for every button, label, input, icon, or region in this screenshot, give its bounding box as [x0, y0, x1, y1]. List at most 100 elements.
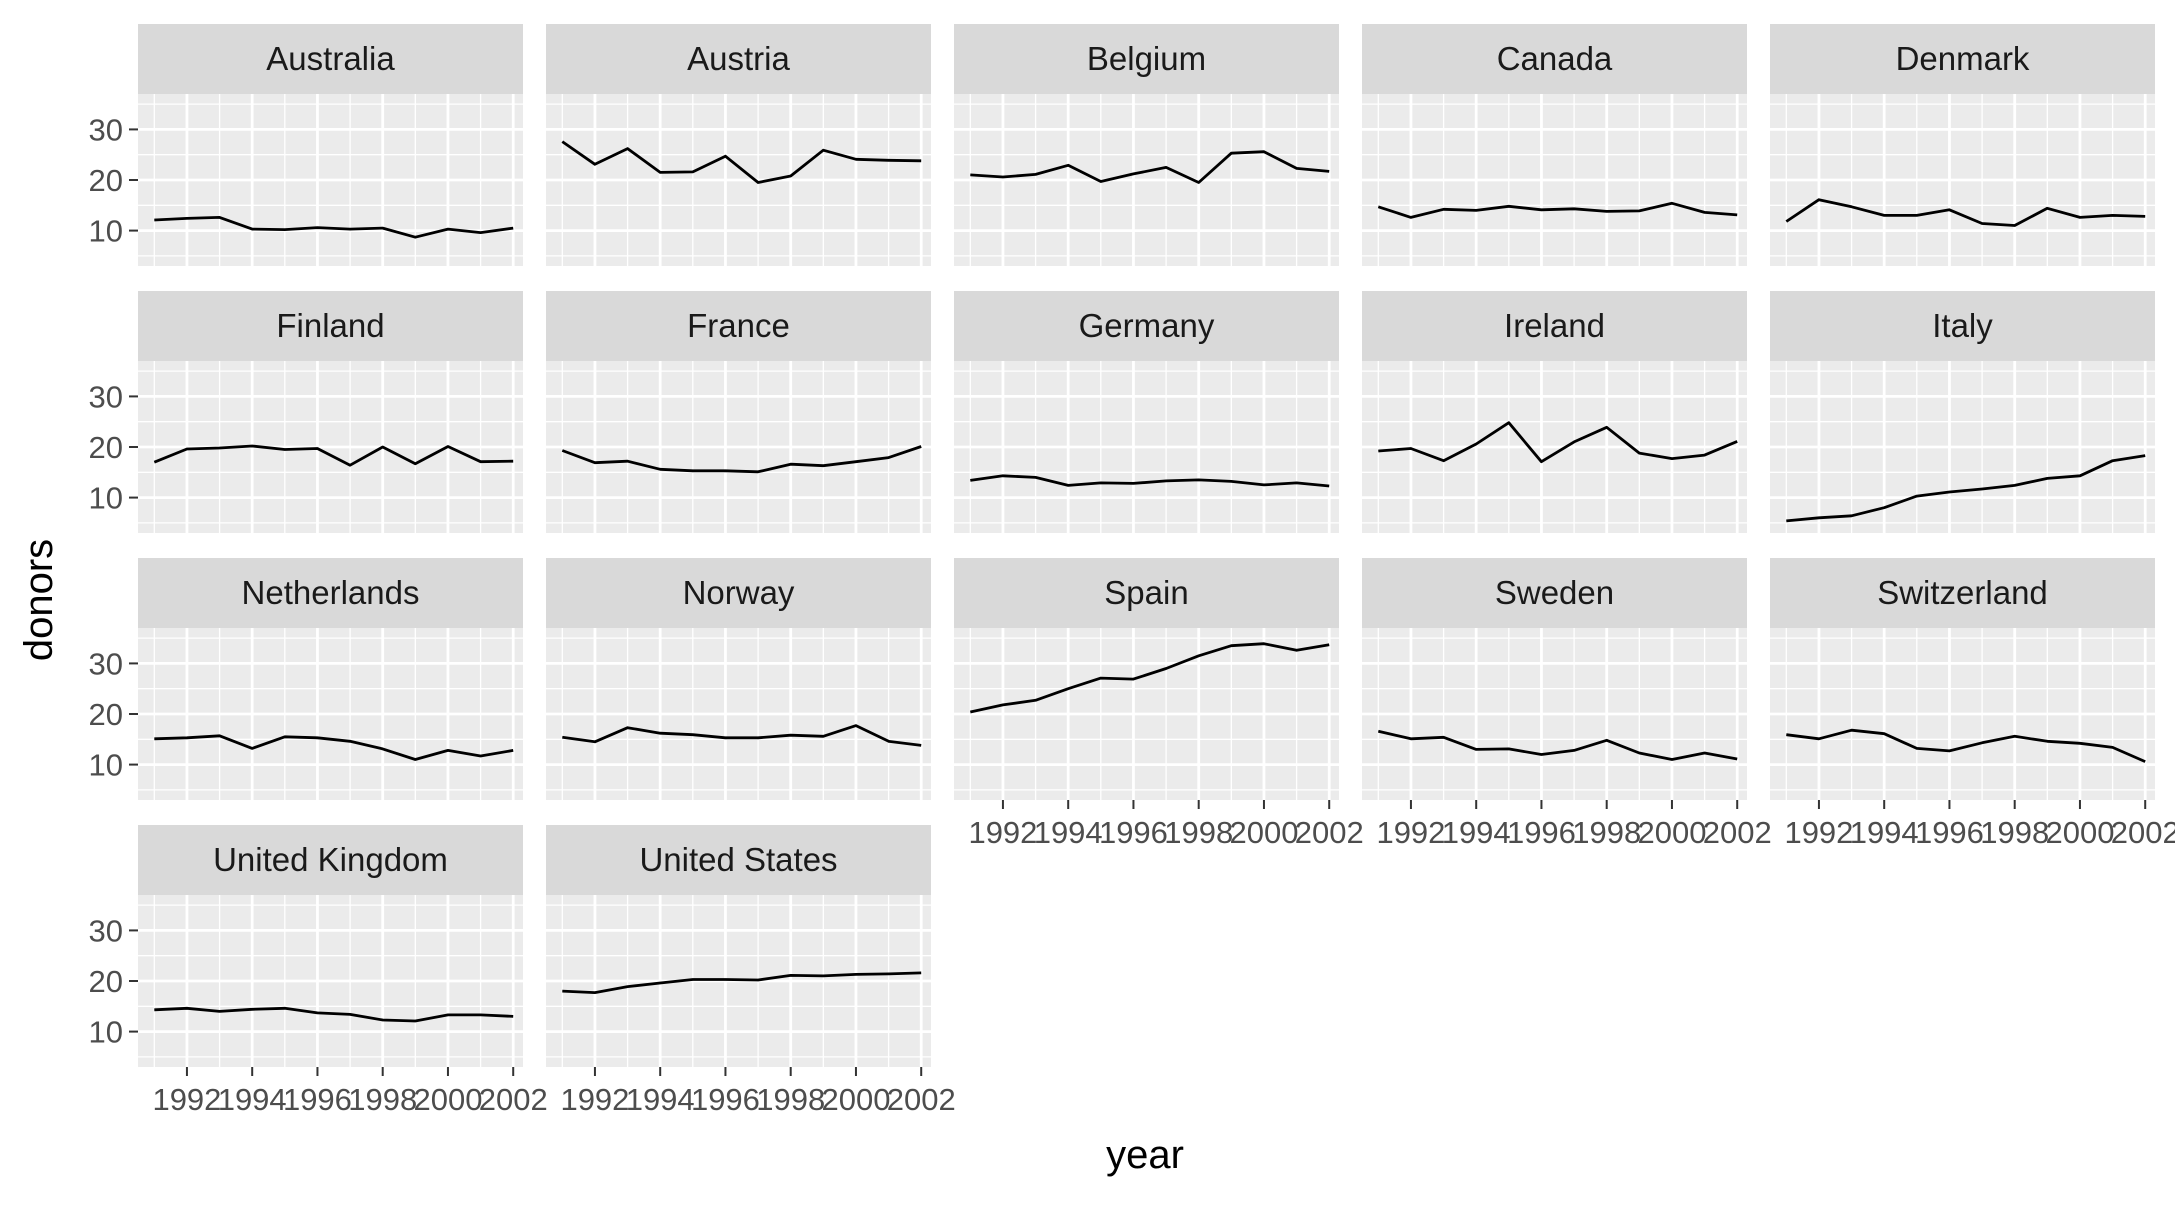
- x-tick-label: 1992: [968, 815, 1037, 850]
- y-tick-label: 20: [89, 430, 123, 465]
- x-tick-label: 2000: [2045, 815, 2114, 850]
- strip-denmark: [1770, 24, 2155, 94]
- x-tick-label: 2002: [479, 1082, 548, 1117]
- x-tick-label: 1996: [1099, 815, 1168, 850]
- strip-switzerland: [1770, 558, 2155, 628]
- y-tick-label: 20: [89, 964, 123, 999]
- series-line-italy: [1786, 454, 2146, 523]
- series-line-denmark: [1785, 198, 2146, 227]
- panel-denmark: Denmark: [1770, 24, 2155, 266]
- x-tick-label: 1996: [1915, 815, 1984, 850]
- strip-netherlands: [138, 558, 523, 628]
- x-tick-label: 2000: [1637, 815, 1706, 850]
- strip-label-france: France: [687, 307, 790, 344]
- strip-united-kingdom: [138, 825, 523, 895]
- strip-label-denmark: Denmark: [1896, 40, 2030, 77]
- panel-ireland: Ireland: [1362, 291, 1747, 533]
- panel-netherlands: Netherlands 10 20 30: [89, 558, 523, 800]
- y-tick-label: 20: [89, 697, 123, 732]
- panel-belgium: Belgium: [954, 24, 1339, 266]
- series-line-france: [561, 445, 922, 474]
- panel-norway: Norway: [546, 558, 931, 800]
- x-tick-label: 1998: [1572, 815, 1641, 850]
- y-tick-label: 20: [89, 163, 123, 198]
- x-axis-title: year: [1106, 1133, 1184, 1177]
- strip-ireland: [1362, 291, 1747, 361]
- strip-label-finland: Finland: [276, 307, 384, 344]
- strip-belgium: [954, 24, 1339, 94]
- x-tick-label: 2002: [1295, 815, 1364, 850]
- strip-label-australia: Australia: [266, 40, 395, 77]
- x-tick-label: 1998: [756, 1082, 825, 1117]
- strip-label-netherlands: Netherlands: [242, 574, 420, 611]
- strip-label-italy: Italy: [1932, 307, 1993, 344]
- x-tick-label: 2002: [2111, 815, 2175, 850]
- y-tick-label: 30: [89, 379, 123, 414]
- strip-label-belgium: Belgium: [1087, 40, 1206, 77]
- panel-finland: Finland 10 20 30: [89, 291, 523, 533]
- x-tick-label: 1998: [348, 1082, 417, 1117]
- x-tick-label: 2000: [413, 1082, 482, 1117]
- strip-australia: [138, 24, 523, 94]
- strip-label-ireland: Ireland: [1504, 307, 1605, 344]
- series-line-finland: [153, 444, 514, 467]
- x-tick-label: 2000: [821, 1082, 890, 1117]
- strip-france: [546, 291, 931, 361]
- series-line-switzerland: [1786, 728, 2146, 763]
- strip-spain: [954, 558, 1339, 628]
- y-tick-label: 30: [89, 913, 123, 948]
- strip-germany: [954, 291, 1339, 361]
- strip-finland: [138, 291, 523, 361]
- x-tick-label: 1998: [1980, 815, 2049, 850]
- x-tick-label: 1992: [1376, 815, 1445, 850]
- panel-germany: Germany: [954, 291, 1339, 533]
- panel-australia: Australia 10 20 30: [89, 24, 523, 266]
- y-tick-label: 10: [89, 214, 123, 249]
- series-line-spain: [970, 642, 1330, 714]
- strip-label-switzerland: Switzerland: [1877, 574, 2048, 611]
- series-line-sweden: [1377, 729, 1738, 761]
- series-line-austria: [561, 140, 922, 184]
- series-line-ireland: [1378, 421, 1738, 464]
- strip-united-states: [546, 825, 931, 895]
- strip-label-canada: Canada: [1497, 40, 1613, 77]
- x-tick-label: 2002: [1703, 815, 1772, 850]
- strip-label-austria: Austria: [687, 40, 790, 77]
- strip-label-spain: Spain: [1104, 574, 1188, 611]
- strip-label-norway: Norway: [683, 574, 795, 611]
- x-tick-label: 1992: [1784, 815, 1853, 850]
- panel-france: France: [546, 291, 931, 533]
- x-tick-label: 1996: [283, 1082, 352, 1117]
- strip-austria: [546, 24, 931, 94]
- panel-austria: Austria: [546, 24, 931, 266]
- x-tick-label: 1994: [1850, 815, 1919, 850]
- x-tick-label: 1996: [1507, 815, 1576, 850]
- panel-italy: Italy: [1770, 291, 2155, 533]
- x-tick-label: 1992: [560, 1082, 629, 1117]
- series-line-australia: [154, 215, 514, 239]
- series-line-belgium: [970, 150, 1330, 184]
- x-tick-label: 1994: [218, 1082, 287, 1117]
- panel-united-kingdom: United Kingdom 10 20 30 19921994199619982000…: [89, 825, 548, 1117]
- strip-label-united-states: United States: [639, 841, 837, 878]
- y-tick-label: 30: [89, 112, 123, 147]
- strip-sweden: [1362, 558, 1747, 628]
- x-tick-label: 2002: [887, 1082, 956, 1117]
- series-line-netherlands: [154, 734, 514, 761]
- strip-label-germany: Germany: [1079, 307, 1215, 344]
- y-axis-title: donors: [17, 539, 61, 661]
- strip-canada: [1362, 24, 1747, 94]
- x-tick-label: 1994: [1034, 815, 1103, 850]
- x-tick-label: 1998: [1164, 815, 1233, 850]
- series-line-united-kingdom: [154, 1006, 514, 1023]
- x-tick-label: 2000: [1229, 815, 1298, 850]
- strip-norway: [546, 558, 931, 628]
- x-tick-label: 1994: [626, 1082, 695, 1117]
- y-tick-label: 10: [89, 748, 123, 783]
- series-line-germany: [970, 474, 1330, 488]
